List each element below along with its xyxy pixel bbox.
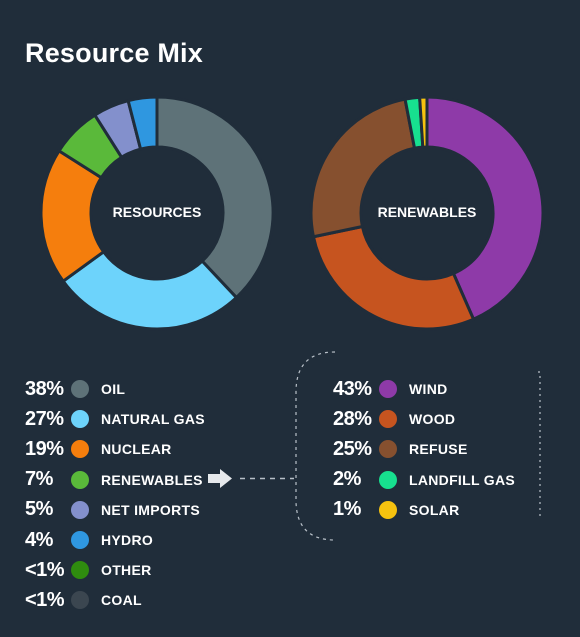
renewables-legend-item-wood: 28% WOOD bbox=[333, 404, 515, 434]
legend-label: NUCLEAR bbox=[101, 441, 172, 458]
renewables-slice-wind[interactable] bbox=[425, 95, 545, 321]
legend-percent: 4% bbox=[25, 528, 53, 551]
resources-slice-oil[interactable] bbox=[155, 95, 275, 300]
legend-swatch bbox=[379, 500, 397, 519]
legend-swatch bbox=[379, 380, 397, 399]
legend-label: OIL bbox=[101, 381, 126, 398]
resources-legend-item-hydro: 4% HYDRO bbox=[25, 525, 205, 555]
legend-percent: <1% bbox=[25, 588, 65, 611]
renewables-legend-item-refuse: 25% REFUSE bbox=[333, 434, 515, 464]
legend-label: WIND bbox=[409, 381, 448, 398]
legend-swatch bbox=[379, 410, 397, 429]
resources-legend-item-natural-gas: 27% NATURAL GAS bbox=[25, 404, 205, 434]
renewables-legend: 43% WIND 28% WOOD 25% REFUSE 2% LANDFILL GAS 1% S… bbox=[333, 374, 515, 525]
resources-legend: 38% OIL 27% NATURAL GAS 19% NUCLEAR 7% RENEWABL… bbox=[25, 374, 205, 616]
legend-swatch bbox=[71, 591, 89, 610]
legend-percent: 25% bbox=[333, 437, 372, 460]
chart-title: Resource Mix bbox=[25, 38, 203, 68]
legend-swatch bbox=[379, 470, 397, 489]
resources-legend-item-oil: 38% OIL bbox=[25, 374, 205, 404]
legend-swatch bbox=[71, 531, 89, 550]
legend-percent: 27% bbox=[25, 407, 64, 430]
resources-legend-item-nuclear: 19% NUCLEAR bbox=[25, 434, 205, 464]
legend-label: NET IMPORTS bbox=[101, 501, 200, 518]
renewables-slice-wood[interactable] bbox=[311, 225, 476, 331]
resources-slice-hydro[interactable] bbox=[126, 95, 159, 151]
legend-label: COAL bbox=[101, 592, 142, 609]
legend-percent: 5% bbox=[25, 498, 53, 521]
legend-percent: <1% bbox=[25, 558, 65, 581]
resources-legend-item-net-imports: 5% NET IMPORTS bbox=[25, 495, 205, 525]
legend-percent: 19% bbox=[25, 437, 64, 460]
renewables-slice-solar[interactable] bbox=[418, 95, 429, 149]
resources-legend-item-coal: <1% COAL bbox=[25, 585, 205, 615]
legend-label: OTHER bbox=[101, 562, 152, 579]
legend-label: SOLAR bbox=[409, 501, 460, 518]
legend-swatch bbox=[379, 440, 397, 459]
legend-swatch bbox=[71, 410, 89, 429]
renewables-legend-item-landfill-gas: 2% LANDFILL GAS bbox=[333, 465, 515, 495]
renewables-slice-refuse[interactable] bbox=[309, 97, 417, 239]
legend-swatch bbox=[71, 561, 89, 580]
legend-percent: 2% bbox=[333, 468, 361, 491]
legend-swatch bbox=[71, 470, 89, 489]
legend-label: REFUSE bbox=[409, 441, 468, 458]
legend-swatch bbox=[71, 440, 89, 459]
legend-label: RENEWABLES bbox=[101, 471, 203, 488]
legend-swatch bbox=[71, 500, 89, 519]
resources-center-label: RESOURCES bbox=[113, 204, 202, 220]
arrow-right-icon bbox=[208, 469, 232, 488]
renewables-donut-chart: RENEWABLES bbox=[309, 95, 545, 331]
resources-slice-natural-gas[interactable] bbox=[61, 250, 238, 331]
legend-label: LANDFILL GAS bbox=[409, 471, 516, 488]
legend-percent: 1% bbox=[333, 498, 361, 521]
bracket-left bbox=[295, 351, 336, 541]
renewables-legend-item-wind: 43% WIND bbox=[333, 374, 515, 404]
legend-percent: 28% bbox=[333, 407, 372, 430]
bracket-right bbox=[538, 371, 541, 519]
resources-legend-item-other: <1% OTHER bbox=[25, 555, 205, 585]
legend-label: HYDRO bbox=[101, 532, 154, 549]
legend-label: NATURAL GAS bbox=[101, 411, 205, 428]
renewables-legend-item-solar: 1% SOLAR bbox=[333, 495, 515, 525]
legend-label: WOOD bbox=[409, 411, 456, 428]
resources-donut-chart: RESOURCES bbox=[39, 95, 275, 331]
legend-swatch bbox=[71, 380, 89, 399]
resources-legend-item-renewables: 7% RENEWABLES bbox=[25, 465, 205, 495]
renewables-center-label: RENEWABLES bbox=[378, 204, 477, 220]
legend-percent: 43% bbox=[333, 377, 372, 400]
legend-percent: 7% bbox=[25, 468, 53, 491]
legend-percent: 38% bbox=[25, 377, 64, 400]
